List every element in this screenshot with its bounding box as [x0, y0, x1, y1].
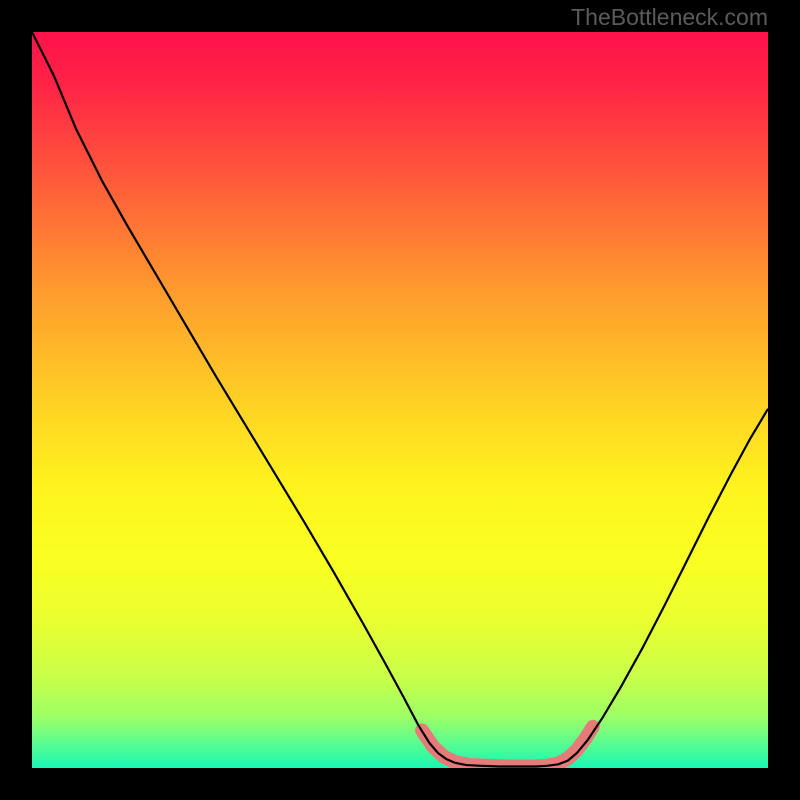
right-branch-path — [547, 409, 768, 766]
outer-frame: TheBottleneck.com — [0, 0, 800, 800]
curve-layer — [32, 32, 768, 768]
watermark-label: TheBottleneck.com — [571, 4, 768, 31]
plot-area — [32, 32, 768, 768]
left-branch-path — [32, 32, 547, 767]
